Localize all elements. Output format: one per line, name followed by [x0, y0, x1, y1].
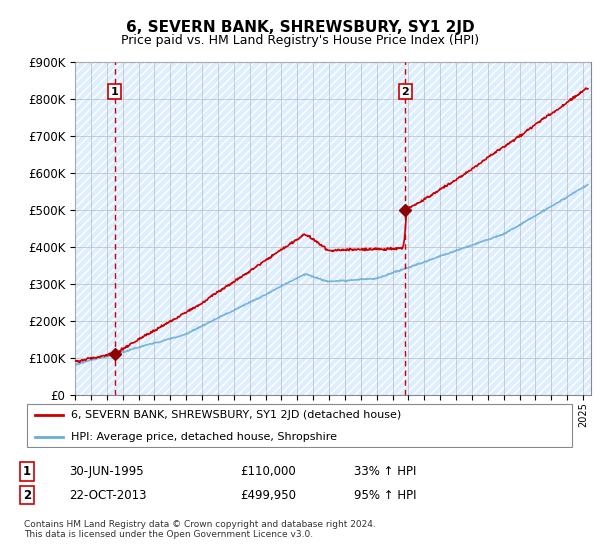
Text: £110,000: £110,000 [240, 465, 296, 478]
Text: Price paid vs. HM Land Registry's House Price Index (HPI): Price paid vs. HM Land Registry's House … [121, 34, 479, 46]
Text: 30-JUN-1995: 30-JUN-1995 [69, 465, 143, 478]
Text: £499,950: £499,950 [240, 488, 296, 502]
Text: 95% ↑ HPI: 95% ↑ HPI [354, 488, 416, 502]
Text: Contains HM Land Registry data © Crown copyright and database right 2024.
This d: Contains HM Land Registry data © Crown c… [24, 520, 376, 539]
Text: 6, SEVERN BANK, SHREWSBURY, SY1 2JD: 6, SEVERN BANK, SHREWSBURY, SY1 2JD [125, 20, 475, 35]
Text: 2: 2 [401, 87, 409, 96]
Text: 33% ↑ HPI: 33% ↑ HPI [354, 465, 416, 478]
Text: 22-OCT-2013: 22-OCT-2013 [69, 488, 146, 502]
Text: 1: 1 [23, 465, 31, 478]
FancyBboxPatch shape [27, 404, 572, 447]
Text: 1: 1 [111, 87, 119, 96]
Text: 2: 2 [23, 488, 31, 502]
Text: 6, SEVERN BANK, SHREWSBURY, SY1 2JD (detached house): 6, SEVERN BANK, SHREWSBURY, SY1 2JD (det… [71, 410, 401, 421]
Text: HPI: Average price, detached house, Shropshire: HPI: Average price, detached house, Shro… [71, 432, 337, 442]
